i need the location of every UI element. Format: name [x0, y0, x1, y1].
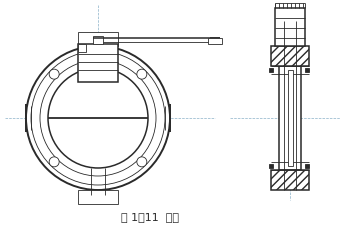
Bar: [271, 46, 309, 66]
Circle shape: [26, 46, 170, 190]
Bar: [78, 44, 86, 52]
Circle shape: [49, 69, 59, 79]
Bar: [271, 170, 309, 190]
Circle shape: [49, 157, 59, 167]
Bar: [271, 170, 309, 190]
Bar: [208, 38, 222, 44]
Bar: [279, 66, 301, 170]
Bar: [305, 68, 309, 72]
Text: 图 1－11  蝶阀: 图 1－11 蝶阀: [121, 212, 180, 222]
Bar: [271, 46, 309, 66]
Circle shape: [48, 68, 148, 168]
Bar: [305, 164, 309, 168]
Circle shape: [137, 157, 147, 167]
Bar: [78, 32, 118, 46]
Bar: [288, 70, 293, 166]
Circle shape: [31, 51, 165, 185]
Bar: [78, 190, 118, 204]
Bar: [269, 164, 273, 168]
Bar: [93, 36, 103, 44]
Bar: [78, 44, 118, 82]
Circle shape: [137, 69, 147, 79]
Bar: [275, 8, 305, 46]
Bar: [269, 68, 273, 72]
Circle shape: [40, 60, 156, 176]
